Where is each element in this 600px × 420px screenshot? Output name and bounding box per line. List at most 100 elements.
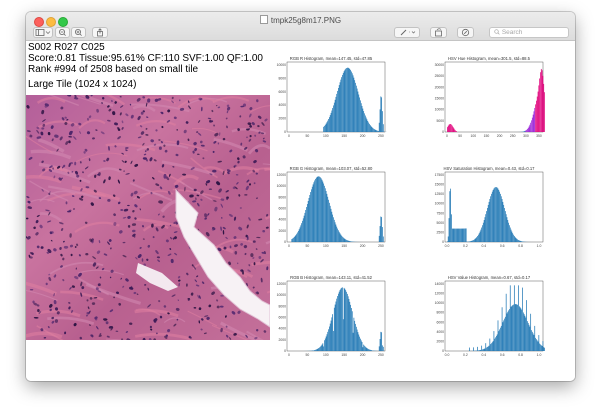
- histogram-bar: [528, 324, 530, 351]
- histogram-bar: [306, 207, 307, 242]
- zoom-button[interactable]: [58, 17, 68, 27]
- zoom-out-button[interactable]: [55, 27, 70, 38]
- y-tick-label: 6000: [278, 316, 286, 320]
- y-tick-label: 10000: [435, 301, 445, 305]
- x-tick-label: 0.6: [500, 244, 505, 248]
- histogram-bar: [310, 192, 311, 242]
- y-tick-label: 15000: [435, 183, 445, 187]
- markup-button[interactable]: [394, 27, 420, 38]
- histogram-bar: [531, 120, 532, 132]
- y-tick-label: 2500: [436, 230, 444, 234]
- histogram-bar: [484, 348, 486, 351]
- histogram-bar: [487, 346, 489, 351]
- histogram-bar: [375, 130, 377, 132]
- histogram-bar: [461, 228, 463, 242]
- histogram-bar: [302, 220, 303, 242]
- histogram-bar: [338, 291, 340, 351]
- tissue-tile-image: [26, 95, 270, 340]
- histogram-title: HSV Saturation Histogram, mean=0.43, std…: [443, 166, 535, 171]
- histogram-bar: [345, 239, 347, 242]
- sidebar-button[interactable]: [33, 27, 53, 38]
- histogram-bar: [502, 322, 504, 351]
- annotate-button[interactable]: [457, 27, 474, 38]
- search-input[interactable]: Search: [489, 27, 569, 38]
- minimize-button[interactable]: [46, 17, 56, 27]
- histogram-bar: [357, 91, 359, 132]
- histogram-bar: [451, 228, 453, 242]
- x-tick-label: 1.0: [537, 353, 542, 357]
- histogram-bar: [316, 349, 318, 351]
- histogram-bar: [355, 85, 357, 132]
- histogram-bar: [348, 240, 350, 242]
- histogram-bar: [537, 91, 539, 132]
- histogram-bar: [527, 127, 529, 132]
- histogram-bar: [491, 343, 492, 351]
- close-button[interactable]: [34, 17, 44, 27]
- tissue-image: [26, 95, 270, 340]
- y-tick-label: 12000: [277, 282, 287, 286]
- histogram-bar: [500, 196, 502, 242]
- histogram-bar: [369, 349, 370, 351]
- histogram-bar: [322, 343, 324, 351]
- histogram-bar: [497, 188, 499, 242]
- histogram-plot: 0 50 100 150 200 250 0 2000 4000 6000 8000 10000 120…: [277, 280, 386, 357]
- histogram-bar: [343, 287, 345, 351]
- score-line: Score:0.81 Tissue:95.61% CF:110 SVF:1.00…: [28, 53, 263, 64]
- histogram-bar: [448, 124, 450, 132]
- share-button[interactable]: [92, 27, 108, 38]
- rotate-icon: [435, 28, 442, 37]
- sidebar-icon: [35, 29, 51, 36]
- histogram-bar: [360, 103, 362, 132]
- histogram-bar: [503, 204, 505, 242]
- histogram-hsv-sat: 0.0 0.2 0.4 0.6 0.8 1.0 0 2500 5000 7500 10000 1250…: [431, 166, 547, 250]
- histogram-bar: [453, 128, 455, 132]
- histogram-bar: [307, 200, 309, 242]
- y-tick-label: 7500: [436, 211, 444, 215]
- histogram-bar: [544, 92, 545, 132]
- histogram-bar: [315, 177, 317, 242]
- rank-line: Rank #994 of 2508 based on small tile: [28, 64, 199, 75]
- histogram-bar: [382, 236, 384, 242]
- histogram-bar: [481, 227, 483, 242]
- histogram-bar: [542, 341, 544, 351]
- histogram-bar: [318, 348, 320, 351]
- x-tick-label: 100: [470, 134, 476, 138]
- histogram-bar: [296, 233, 298, 242]
- histogram-bar: [315, 349, 316, 351]
- y-tick-label: 4000: [436, 330, 444, 334]
- histogram-bar: [378, 122, 380, 132]
- histogram-bar: [486, 211, 487, 242]
- histogram-bar: [294, 236, 296, 242]
- rotate-button[interactable]: [430, 27, 447, 38]
- histogram-bar: [332, 314, 334, 351]
- histogram-bar: [371, 350, 373, 351]
- histogram-bar: [297, 232, 298, 242]
- histogram-bar: [324, 125, 325, 132]
- histogram-bar: [345, 290, 347, 351]
- histogram-bar: [339, 289, 341, 351]
- histogram-bar: [540, 72, 541, 132]
- histogram-bar: [323, 126, 325, 132]
- histogram-bar: [381, 332, 383, 351]
- histogram-bar: [358, 334, 360, 351]
- histogram-bar: [355, 323, 356, 351]
- x-tick-label: 150: [484, 134, 490, 138]
- histogram-bar: [325, 123, 327, 132]
- histogram-bar: [335, 96, 337, 132]
- histogram-bar: [478, 350, 480, 351]
- histogram-bar: [338, 85, 340, 132]
- histogram-bar: [334, 222, 336, 242]
- histogram-bar: [327, 120, 329, 132]
- histogram-bar: [317, 176, 319, 242]
- histogram-bar: [349, 241, 351, 242]
- histogram-plot: 0 50 100 150 200 250 0 2000 4000 6000 8000 10000: [277, 61, 387, 138]
- title-bar: tmpk25g8m17.PNG: [26, 12, 575, 41]
- x-tick-label: 100: [323, 353, 329, 357]
- histogram-bar: [344, 288, 346, 351]
- histogram-rgb-b: 0 50 100 150 200 250 0 2000 4000 6000 8000 10000 120…: [273, 275, 389, 359]
- annotate-icon: [461, 28, 470, 37]
- histogram-bar: [487, 346, 488, 351]
- zoom-in-button[interactable]: [71, 27, 86, 38]
- histogram-bar: [532, 333, 534, 351]
- histogram-bar: [513, 285, 515, 351]
